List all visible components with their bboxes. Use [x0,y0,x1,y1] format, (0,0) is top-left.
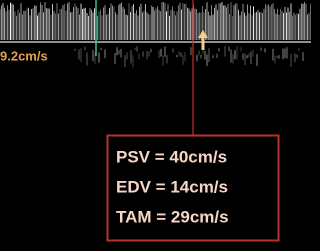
measurement: EDV = 14cm/s [116,177,228,196]
doppler-view: 9.2cm/s PSV = 40cm/s EDV = 14cm/s TAM = … [0,0,311,251]
page: 9.2cm/s PSV = 40cm/s EDV = 14cm/s TAM = … [0,0,311,251]
measurement: PSV = 40cm/s [116,147,227,166]
measurement: TAM = 29cm/s [116,207,229,226]
scale-label: 9.2cm/s [0,48,48,63]
